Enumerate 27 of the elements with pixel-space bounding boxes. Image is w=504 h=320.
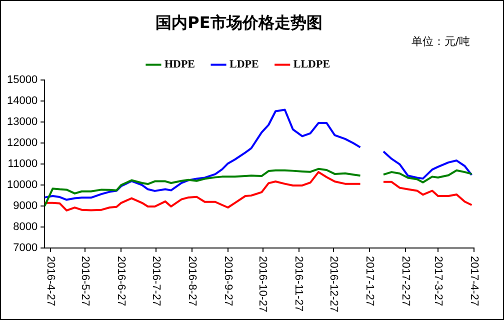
y-tick-label: 10000 <box>6 179 38 192</box>
text: 单位：元/吨 <box>411 34 470 48</box>
y-tick-label: 9000 <box>13 200 38 212</box>
x-tick-label: 2016-5-27 <box>79 256 92 306</box>
x-tick-label: 2016-4-27 <box>44 256 56 306</box>
x-tick-label: 2016-12-27 <box>328 256 340 312</box>
y-tick-label: 8000 <box>13 221 38 234</box>
x-tick-label: 2017-4-27 <box>468 256 480 306</box>
legend-label: LLDPE <box>293 58 330 71</box>
x-tick-label: 2016-11-27 <box>292 256 305 312</box>
x-tick-label: 2017-3-27 <box>432 256 444 306</box>
x-tick-label: 2016-10-27 <box>256 256 269 312</box>
x-tick-label: 2017-2-27 <box>399 256 412 306</box>
chart-title: 国内PE市场价格走势图 <box>156 12 322 32</box>
y-tick-label: 11000 <box>8 158 38 170</box>
x-tick-label: 2017-1-27 <box>364 256 376 306</box>
y-tick-label: 15000 <box>6 74 38 86</box>
legend-label: LDPE <box>230 58 259 71</box>
x-tick-label: 2016-6-27 <box>115 256 128 306</box>
y-tick-label: 12000 <box>6 137 38 150</box>
y-tick-label: 7000 <box>13 242 38 254</box>
x-tick-label: 2016-8-27 <box>186 256 198 306</box>
x-tick-label: 2016-9-27 <box>222 256 234 306</box>
y-tick-label: 14000 <box>6 95 38 108</box>
legend-label: HDPE <box>164 58 196 71</box>
x-tick-label: 2016-7-27 <box>150 256 162 306</box>
y-tick-label: 13000 <box>6 116 38 128</box>
